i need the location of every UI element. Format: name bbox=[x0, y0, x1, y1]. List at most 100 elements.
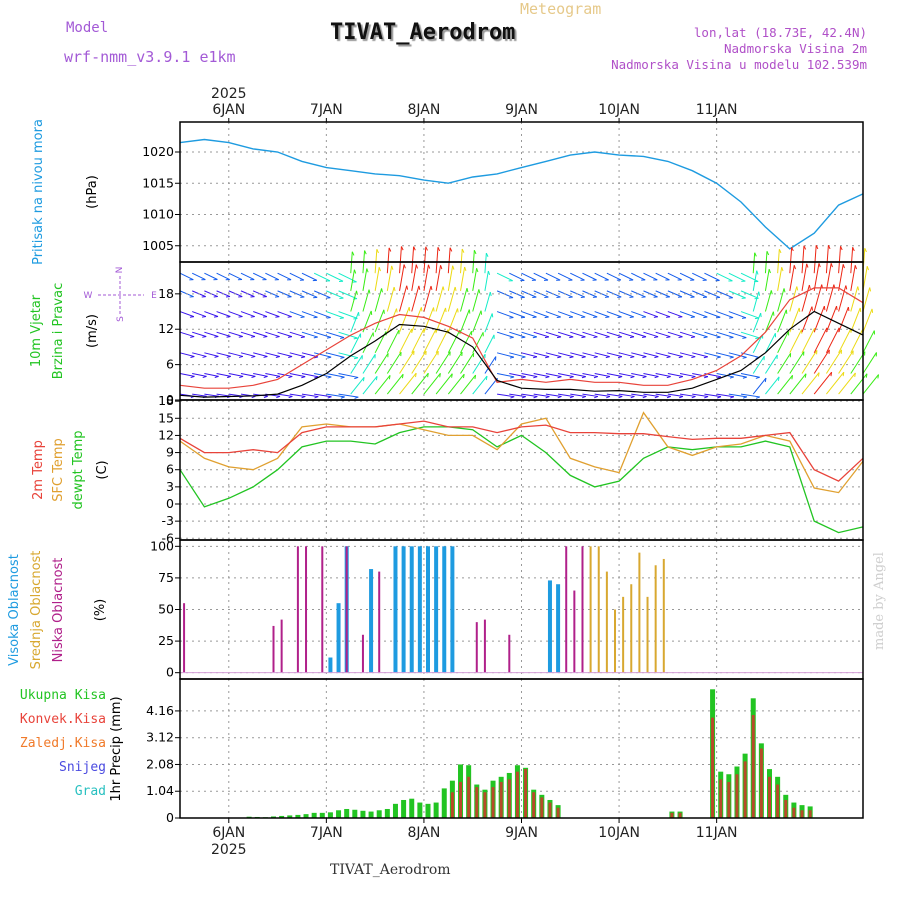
wind-vector-head bbox=[817, 372, 820, 377]
wind-vector bbox=[399, 328, 413, 354]
wind-vector bbox=[643, 290, 658, 298]
wind-vector-head bbox=[476, 268, 479, 273]
wind-vector bbox=[411, 350, 427, 374]
wind-vector-head bbox=[544, 316, 549, 319]
wind-ylabel-2: Brzina i Pravac bbox=[51, 283, 66, 380]
wind-vector-head bbox=[544, 336, 549, 339]
compass-east: E bbox=[151, 291, 157, 301]
wind-vector-head bbox=[569, 395, 574, 399]
wind-vector bbox=[692, 352, 708, 358]
temp-unit-label: (C) bbox=[95, 460, 110, 479]
wind-vector bbox=[631, 272, 646, 281]
wind-vector bbox=[777, 249, 780, 274]
precip-total-bar bbox=[433, 802, 439, 818]
wind-vector-head bbox=[202, 375, 207, 379]
precip-total-bar bbox=[417, 802, 423, 818]
wind-vector-head bbox=[666, 395, 671, 399]
wind-vector-head bbox=[703, 356, 708, 359]
wind-vector bbox=[350, 376, 365, 395]
wind-vector bbox=[350, 333, 361, 354]
wind-vector bbox=[850, 329, 864, 354]
wind-vector bbox=[338, 393, 359, 398]
wind-vector bbox=[716, 393, 735, 398]
wind-vector bbox=[326, 393, 345, 398]
wind-vector-head bbox=[487, 270, 491, 275]
wind-vector bbox=[204, 393, 219, 397]
wind-vector bbox=[399, 285, 408, 312]
wind-vector-head bbox=[691, 356, 696, 359]
wind-vector bbox=[764, 269, 770, 291]
wind-vector bbox=[606, 352, 623, 358]
wind-vector-head bbox=[376, 249, 379, 254]
wind-vector-head bbox=[781, 267, 784, 272]
wind-vector-head bbox=[703, 316, 708, 319]
wind-vector-head bbox=[618, 376, 623, 379]
wind-vector bbox=[411, 307, 422, 333]
wind-vector-head bbox=[845, 285, 848, 290]
wind-vector-head bbox=[201, 316, 207, 318]
wind-vector bbox=[618, 352, 635, 358]
precip-conv-bar bbox=[540, 797, 544, 818]
wind-vector-head bbox=[521, 356, 526, 359]
wind-vector bbox=[752, 334, 763, 354]
cloud-bar-low bbox=[581, 546, 584, 673]
wind-vector-head bbox=[594, 395, 599, 399]
wind-vector-head bbox=[190, 355, 195, 358]
model-name: wrf-nmm_v3.9.1 e1km bbox=[64, 48, 236, 66]
compass-south: S bbox=[116, 316, 126, 322]
wind-vector-head bbox=[263, 375, 268, 379]
wind-vector bbox=[204, 331, 219, 337]
wind-vector-head bbox=[468, 309, 471, 314]
wind-vector-head bbox=[189, 316, 194, 318]
wind-vector-head bbox=[754, 252, 757, 257]
cloud-bar-high bbox=[547, 580, 552, 673]
wind-vector bbox=[338, 311, 358, 319]
wind-vector-head bbox=[442, 286, 445, 291]
wind-vector bbox=[813, 284, 823, 312]
wind-vector-head bbox=[418, 285, 421, 290]
wind-vector-head bbox=[251, 375, 256, 379]
wind-vector bbox=[789, 247, 793, 274]
precip-conv-bar bbox=[524, 769, 528, 818]
wind-vector-head bbox=[340, 356, 345, 359]
precip-total-bar bbox=[401, 799, 407, 818]
wind-vector-head bbox=[313, 356, 319, 359]
tick-label: 1015 bbox=[142, 175, 174, 190]
wind-vector-head bbox=[653, 316, 658, 318]
wind-vector-head bbox=[533, 396, 538, 399]
wind-vector-head bbox=[238, 336, 243, 338]
wind-vector-head bbox=[520, 316, 526, 319]
tick-label: 50 bbox=[158, 602, 174, 617]
wind-vector bbox=[509, 311, 526, 318]
wind-vector-head bbox=[509, 336, 514, 339]
wind-vector bbox=[801, 284, 810, 312]
wind-vector-head bbox=[869, 287, 872, 292]
wind-vector bbox=[253, 311, 268, 318]
precip-total-bar bbox=[295, 814, 301, 818]
wind-vector bbox=[228, 311, 243, 318]
wind-vector-head bbox=[510, 396, 515, 399]
mid-cloud-ylabel: Srednja Oblacnost bbox=[29, 551, 44, 670]
wind-vector bbox=[289, 272, 305, 281]
wind-vector-head bbox=[370, 310, 373, 316]
wind-vector-head bbox=[772, 311, 775, 316]
wind-vector bbox=[289, 393, 306, 397]
wind-vector-head bbox=[226, 355, 231, 358]
wind-vector bbox=[484, 291, 491, 312]
pressure-unit-label: (hPa) bbox=[85, 175, 100, 209]
wind-vector bbox=[289, 331, 305, 338]
wind-vector bbox=[497, 393, 515, 398]
wind-vector-head bbox=[568, 316, 574, 319]
wind-vector bbox=[825, 349, 842, 374]
wind-vector bbox=[704, 331, 721, 338]
wind-vector-head bbox=[729, 317, 734, 319]
wind-vector bbox=[423, 307, 434, 333]
page-title: TIVAT_Aerodrom bbox=[330, 20, 516, 45]
wind-vector bbox=[801, 350, 818, 374]
wind-vector bbox=[862, 352, 877, 374]
wind-vector bbox=[399, 246, 402, 274]
wind-vector bbox=[594, 372, 610, 378]
wind-vector bbox=[509, 272, 525, 281]
wind-vector bbox=[716, 331, 734, 338]
wind-vector bbox=[594, 311, 610, 318]
